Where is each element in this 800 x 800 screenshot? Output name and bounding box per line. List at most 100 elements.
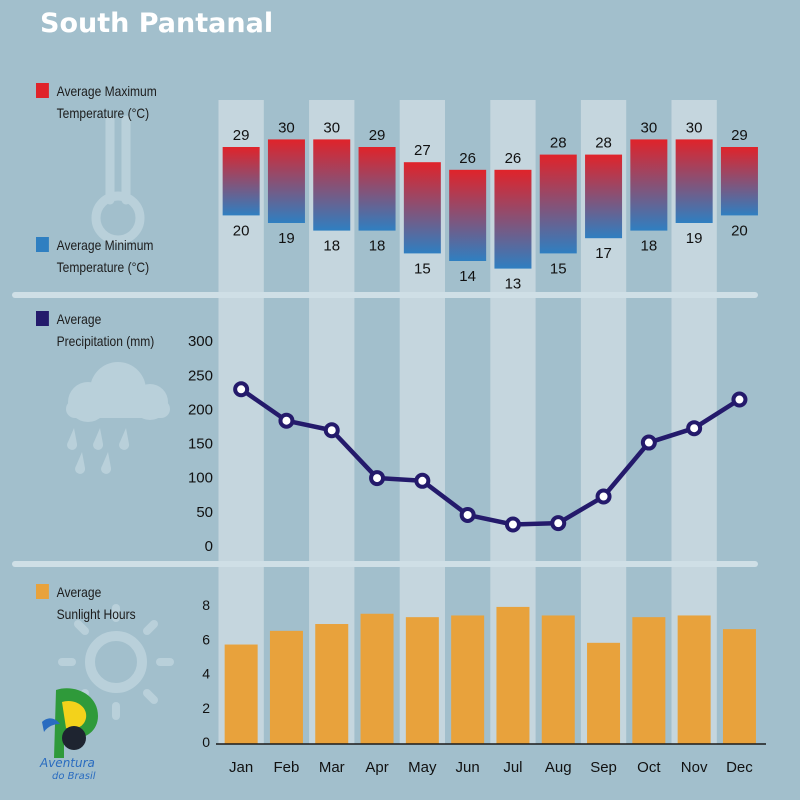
precip-point-mar bbox=[323, 422, 340, 439]
sun-bar-mar bbox=[315, 624, 349, 744]
precip-tick-50: 50 bbox=[196, 504, 213, 521]
divider-bottom bbox=[12, 561, 758, 567]
max-temp-label-mar: 30 bbox=[323, 119, 340, 136]
precip-point-apr bbox=[369, 470, 386, 487]
precip-point-may bbox=[414, 472, 431, 489]
min-temp-label-sep: 17 bbox=[595, 245, 612, 262]
min-temp-label-jun: 14 bbox=[459, 268, 476, 285]
sun-bar-may bbox=[405, 617, 439, 744]
logo-mark-dark bbox=[62, 726, 86, 750]
precip-tick-100: 100 bbox=[188, 470, 213, 487]
aventura-logo bbox=[42, 688, 98, 758]
precip-swatch bbox=[36, 311, 49, 326]
sun-tick-4: 4 bbox=[202, 666, 210, 682]
sun-tick-6: 6 bbox=[202, 631, 210, 647]
max-temp-label-dec: 29 bbox=[731, 127, 748, 144]
month-label-jan: Jan bbox=[229, 759, 253, 776]
rain-cloud-icon bbox=[66, 362, 170, 474]
min-temp-label-jul: 13 bbox=[505, 276, 522, 293]
temp-bar-dec bbox=[720, 147, 758, 216]
min-temp-label-oct: 18 bbox=[641, 238, 658, 255]
sun-tick-8: 8 bbox=[202, 597, 210, 613]
legend-min-line1: Average Minimum bbox=[56, 237, 154, 253]
legend-sun-line2: Sunlight Hours bbox=[56, 606, 136, 622]
precip-point-jan bbox=[233, 381, 250, 398]
legend-precip-line2: Precipitation (mm) bbox=[56, 333, 155, 349]
sun-bar-jan bbox=[224, 644, 258, 744]
month-label-oct: Oct bbox=[637, 759, 661, 776]
max-temp-label-jan: 29 bbox=[233, 127, 250, 144]
logo-mark-blue bbox=[42, 718, 60, 732]
precip-tick-150: 150 bbox=[188, 436, 213, 453]
month-label-jun: Jun bbox=[456, 759, 480, 776]
month-label-dec: Dec bbox=[726, 759, 753, 776]
month-label-jul: Jul bbox=[503, 759, 522, 776]
divider-top bbox=[12, 292, 758, 298]
min-temp-label-jan: 20 bbox=[233, 222, 250, 239]
min-temp-label-dec: 20 bbox=[731, 222, 748, 239]
precip-point-feb bbox=[278, 412, 295, 429]
month-label-may: May bbox=[408, 759, 437, 776]
min-temp-label-mar: 18 bbox=[323, 238, 340, 255]
sunlight-chart bbox=[224, 606, 756, 744]
legend-precip-line1: Average bbox=[56, 311, 102, 327]
month-label-nov: Nov bbox=[681, 759, 708, 776]
precip-point-oct bbox=[640, 434, 657, 451]
precip-tick-250: 250 bbox=[188, 367, 213, 384]
temp-bar-jun bbox=[449, 169, 487, 261]
legend-sun-line1: Average bbox=[56, 584, 102, 600]
sunlight-axis: 0 2 4 6 8 bbox=[202, 597, 210, 750]
min-temp-swatch bbox=[36, 237, 49, 252]
thermometer-icon bbox=[91, 115, 145, 245]
max-temp-label-jul: 26 bbox=[505, 150, 522, 167]
temp-bar-may bbox=[403, 162, 441, 254]
max-temp-label-oct: 30 bbox=[641, 119, 658, 136]
legend-max-line1: Average Maximum bbox=[56, 83, 157, 99]
precip-point-aug bbox=[550, 515, 567, 532]
temp-bar-mar bbox=[313, 139, 351, 231]
page-title: South Pantanal bbox=[40, 8, 274, 39]
sun-bar-dec bbox=[722, 629, 756, 744]
precipitation-chart bbox=[233, 381, 748, 533]
precip-tick-0: 0 bbox=[205, 538, 213, 555]
min-temp-label-feb: 19 bbox=[278, 230, 295, 247]
max-temp-label-apr: 29 bbox=[369, 127, 386, 144]
temp-bar-sep bbox=[585, 154, 623, 239]
sun-swatch bbox=[36, 584, 49, 599]
sun-tick-0: 0 bbox=[202, 734, 210, 750]
precip-tick-200: 200 bbox=[188, 401, 213, 418]
max-temp-label-aug: 28 bbox=[550, 135, 567, 152]
legend-min-line2: Temperature (°C) bbox=[56, 259, 150, 275]
logo-mark-yellow bbox=[62, 700, 87, 729]
precip-point-sep bbox=[595, 488, 612, 505]
min-temp-label-may: 15 bbox=[414, 260, 431, 277]
month-label-sep: Sep bbox=[590, 759, 617, 776]
month-label-apr: Apr bbox=[365, 759, 388, 776]
month-label-mar: Mar bbox=[319, 759, 345, 776]
max-temp-label-feb: 30 bbox=[278, 119, 295, 136]
max-temp-label-sep: 28 bbox=[595, 135, 612, 152]
precip-point-jul bbox=[504, 516, 521, 533]
sun-bar-aug bbox=[541, 615, 575, 744]
temperature-chart: 29 20 30 19 30 18 29 18 27 15 26 14 26 13 28 15 28 17 30 18… bbox=[222, 119, 758, 293]
precip-point-dec bbox=[731, 391, 748, 408]
max-temp-label-jun: 26 bbox=[459, 150, 476, 167]
temp-bar-nov bbox=[675, 139, 713, 223]
precip-point-jun bbox=[459, 506, 476, 523]
logo-text-line2: do Brasil bbox=[52, 771, 96, 782]
month-label-feb: Feb bbox=[274, 759, 300, 776]
min-temp-label-nov: 19 bbox=[686, 230, 703, 247]
month-labels: Jan Feb Mar Apr May Jun Jul Aug Sep Oct Nov Dec bbox=[229, 759, 753, 776]
temp-bar-apr bbox=[358, 147, 396, 231]
sun-bar-apr bbox=[360, 613, 394, 744]
precip-tick-300: 300 bbox=[188, 333, 213, 350]
legend-max-line2: Temperature (°C) bbox=[56, 105, 150, 121]
sun-bar-feb bbox=[269, 630, 303, 744]
temp-bar-jul bbox=[494, 169, 532, 269]
month-label-aug: Aug bbox=[545, 759, 572, 776]
temp-bar-oct bbox=[630, 139, 668, 231]
sun-bar-jul bbox=[496, 606, 530, 744]
sun-bar-nov bbox=[677, 615, 711, 744]
